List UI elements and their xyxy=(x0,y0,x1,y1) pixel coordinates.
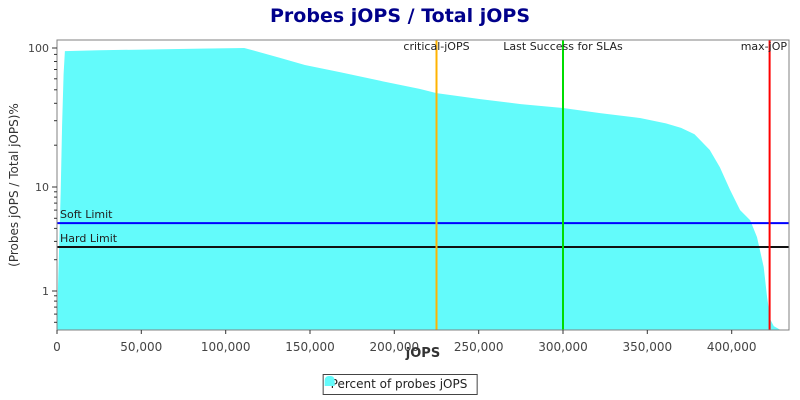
marker-label-critical-jops: critical-jOPS xyxy=(403,40,469,53)
y-tick-label: 100 xyxy=(28,42,49,55)
y-tick-label: 10 xyxy=(35,181,49,194)
x-tick-label: 400,000 xyxy=(707,340,757,354)
marker-label-last-success-for-slas: Last Success for SLAs xyxy=(503,40,623,53)
marker-label-soft-limit: Soft Limit xyxy=(60,208,113,221)
x-tick-label: 300,000 xyxy=(538,340,588,354)
legend: Percent of probes jOPS xyxy=(322,374,478,395)
chart-title: Probes jOPS / Total jOPS xyxy=(270,5,530,27)
y-tick-label: 1 xyxy=(42,285,49,298)
plot-border xyxy=(56,39,790,331)
x-tick-label: 350,000 xyxy=(622,340,672,354)
area-series-icon xyxy=(324,376,335,386)
area-series xyxy=(57,48,781,330)
x-tick-label: 50,000 xyxy=(120,340,162,354)
marker-label-hard-limit: Hard Limit xyxy=(60,232,118,245)
x-tick-label: 150,000 xyxy=(285,340,335,354)
y-axis-title: (Probes jOPS / Total jOPS)% xyxy=(7,103,21,267)
x-tick-label: 100,000 xyxy=(201,340,251,354)
x-tick-label: 0 xyxy=(53,340,61,354)
x-tick-label: 250,000 xyxy=(454,340,504,354)
legend-label: Percent of probes jOPS xyxy=(330,377,468,391)
marker-label-max-jop: max-jOP xyxy=(741,40,788,53)
x-tick-label: 200,000 xyxy=(369,340,419,354)
x-axis-title: jOPS xyxy=(405,346,441,361)
